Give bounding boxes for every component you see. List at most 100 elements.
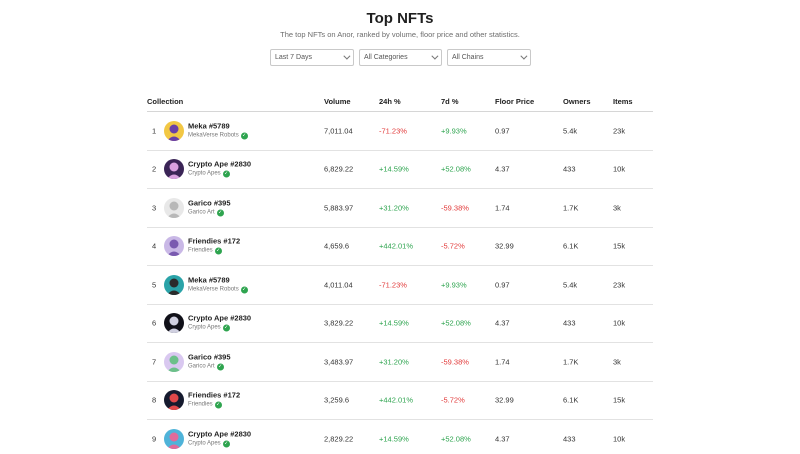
- collection-name: Crypto Apes ✓: [188, 324, 251, 333]
- nft-name[interactable]: Friendies #172: [188, 390, 241, 400]
- volume: 7,011.04: [324, 126, 353, 136]
- header-7d[interactable]: 7d %: [441, 97, 459, 106]
- collection-label: MekaVerse Robots: [188, 132, 239, 139]
- collection-cell[interactable]: Meka #5789 MekaVerse Robots ✓: [188, 275, 248, 294]
- nft-name[interactable]: Crypto Ape #2830: [188, 313, 252, 323]
- floor-price: 4.37: [495, 434, 510, 444]
- table-header: Collection Volume 24h % 7d % Floor Price…: [147, 93, 653, 112]
- nft-name[interactable]: Crypto Ape #2830: [188, 159, 252, 169]
- collection-cell[interactable]: Friendies #172 Friendies ✓: [188, 391, 240, 410]
- nft-name[interactable]: Garico #395: [188, 198, 231, 208]
- floor-price: 0.97: [495, 126, 510, 136]
- collection-cell[interactable]: Meka #5789 MekaVerse Robots ✓: [188, 121, 248, 140]
- rank: 3: [152, 203, 157, 213]
- owners: 1.7K: [563, 203, 579, 213]
- items: 10k: [613, 318, 626, 328]
- table-row[interactable]: 3 Garico #395 Garico Art ✓ 5,883.97 +31.20% -5…: [147, 189, 653, 228]
- verified-check-icon: ✓: [216, 363, 224, 371]
- owners: 433: [563, 434, 576, 444]
- collection-label: Friendies: [188, 401, 213, 408]
- chevron-down-icon: [520, 52, 528, 60]
- collection-cell[interactable]: Crypto Ape #2830 Crypto Apes ✓: [188, 429, 251, 448]
- items: 23k: [613, 126, 626, 136]
- table-row[interactable]: 4 Friendies #172 Friendies ✓ 4,659.6 +442.01%…: [147, 228, 653, 266]
- table-row[interactable]: 2 Crypto Ape #2830 Crypto Apes ✓ 6,829.22 +14…: [147, 151, 653, 189]
- owners: 6.1K: [563, 395, 579, 405]
- header-floor-price[interactable]: Floor Price: [495, 97, 535, 106]
- collection-cell[interactable]: Garico #395 Garico Art ✓: [188, 198, 231, 217]
- chevron-down-icon: [431, 52, 439, 60]
- avatar[interactable]: [164, 313, 184, 334]
- period-select[interactable]: Last 7 Days: [270, 49, 354, 66]
- collection-name: Crypto Apes ✓: [188, 439, 251, 448]
- change-24h: +31.20%: [379, 357, 409, 367]
- nft-name[interactable]: Meka #5789: [188, 121, 230, 131]
- change-7d: +52.08%: [441, 434, 471, 444]
- header-volume[interactable]: Volume: [324, 97, 351, 106]
- chain-select-value: All Chains: [452, 54, 484, 61]
- change-24h: +14.59%: [379, 318, 409, 328]
- change-24h: -71.23%: [379, 126, 407, 136]
- items: 15k: [613, 395, 626, 405]
- table-row[interactable]: 1 Meka #5789 MekaVerse Robots ✓ 7,011.04 -71.…: [147, 112, 653, 151]
- header-collection[interactable]: Collection: [147, 97, 184, 106]
- collection-cell[interactable]: Garico #395 Garico Art ✓: [188, 352, 231, 371]
- avatar[interactable]: [164, 274, 184, 295]
- verified-check-icon: ✓: [240, 286, 248, 294]
- verified-check-icon: ✓: [240, 132, 248, 140]
- change-7d: +9.93%: [441, 280, 467, 290]
- owners: 1.7K: [563, 357, 579, 367]
- page-title: Top NFTs: [366, 10, 434, 27]
- collection-name: MekaVerse Robots ✓: [188, 131, 248, 140]
- avatar[interactable]: [164, 351, 184, 372]
- nft-name[interactable]: Crypto Ape #2830: [188, 429, 252, 439]
- owners: 6.1K: [563, 241, 579, 251]
- header-owners[interactable]: Owners: [563, 97, 591, 106]
- collection-label: Crypto Apes: [188, 440, 221, 447]
- category-select[interactable]: All Categories: [359, 49, 442, 66]
- collection-name: MekaVerse Robots ✓: [188, 285, 248, 294]
- table-row[interactable]: 6 Crypto Ape #2830 Crypto Apes ✓ 3,829.22 +14…: [147, 305, 653, 343]
- header-items[interactable]: Items: [613, 97, 633, 106]
- volume: 4,659.6: [324, 241, 350, 251]
- verified-check-icon: ✓: [214, 401, 222, 409]
- floor-price: 4.37: [495, 164, 510, 174]
- nft-name[interactable]: Friendies #172: [188, 236, 241, 246]
- verified-check-icon: ✓: [222, 324, 230, 332]
- avatar[interactable]: [164, 236, 184, 257]
- change-24h: +14.59%: [379, 434, 409, 444]
- items: 23k: [613, 280, 626, 290]
- avatar[interactable]: [164, 120, 184, 141]
- volume: 2,829.22: [324, 434, 354, 444]
- change-7d: -59.38%: [441, 203, 469, 213]
- avatar[interactable]: [164, 197, 184, 218]
- collection-name: Garico Art ✓: [188, 208, 231, 217]
- verified-check-icon: ✓: [222, 440, 230, 448]
- avatar[interactable]: [164, 159, 184, 180]
- avatar[interactable]: [164, 428, 184, 449]
- rank: 5: [152, 280, 157, 290]
- collection-cell[interactable]: Crypto Ape #2830 Crypto Apes ✓: [188, 160, 251, 179]
- table-row[interactable]: 8 Friendies #172 Friendies ✓ 3,259.6 +442.01%…: [147, 382, 653, 420]
- table-row[interactable]: 7 Garico #395 Garico Art ✓ 3,483.97 +31.20% -5…: [147, 343, 653, 382]
- chain-select[interactable]: All Chains: [447, 49, 531, 66]
- items: 3k: [613, 357, 621, 367]
- nft-table: Collection Volume 24h % 7d % Floor Price…: [147, 93, 653, 454]
- rank: 9: [152, 434, 157, 444]
- collection-cell[interactable]: Friendies #172 Friendies ✓: [188, 237, 240, 256]
- collection-label: Crypto Apes: [188, 170, 221, 177]
- table-row[interactable]: 5 Meka #5789 MekaVerse Robots ✓ 4,011.04 -71.…: [147, 266, 653, 305]
- table-row[interactable]: 9 Crypto Ape #2830 Crypto Apes ✓ 2,829.22 +14…: [147, 420, 653, 454]
- rank: 1: [152, 126, 157, 136]
- rank: 8: [152, 395, 157, 405]
- collection-label: Garico Art: [188, 209, 215, 216]
- collection-name: Crypto Apes ✓: [188, 170, 251, 179]
- nft-name[interactable]: Garico #395: [188, 352, 231, 362]
- category-select-value: All Categories: [364, 54, 408, 61]
- verified-check-icon: ✓: [216, 209, 224, 217]
- avatar[interactable]: [164, 390, 184, 411]
- collection-cell[interactable]: Crypto Ape #2830 Crypto Apes ✓: [188, 314, 251, 333]
- nft-name[interactable]: Meka #5789: [188, 275, 230, 285]
- header-24h[interactable]: 24h %: [379, 97, 401, 106]
- floor-price: 1.74: [495, 357, 510, 367]
